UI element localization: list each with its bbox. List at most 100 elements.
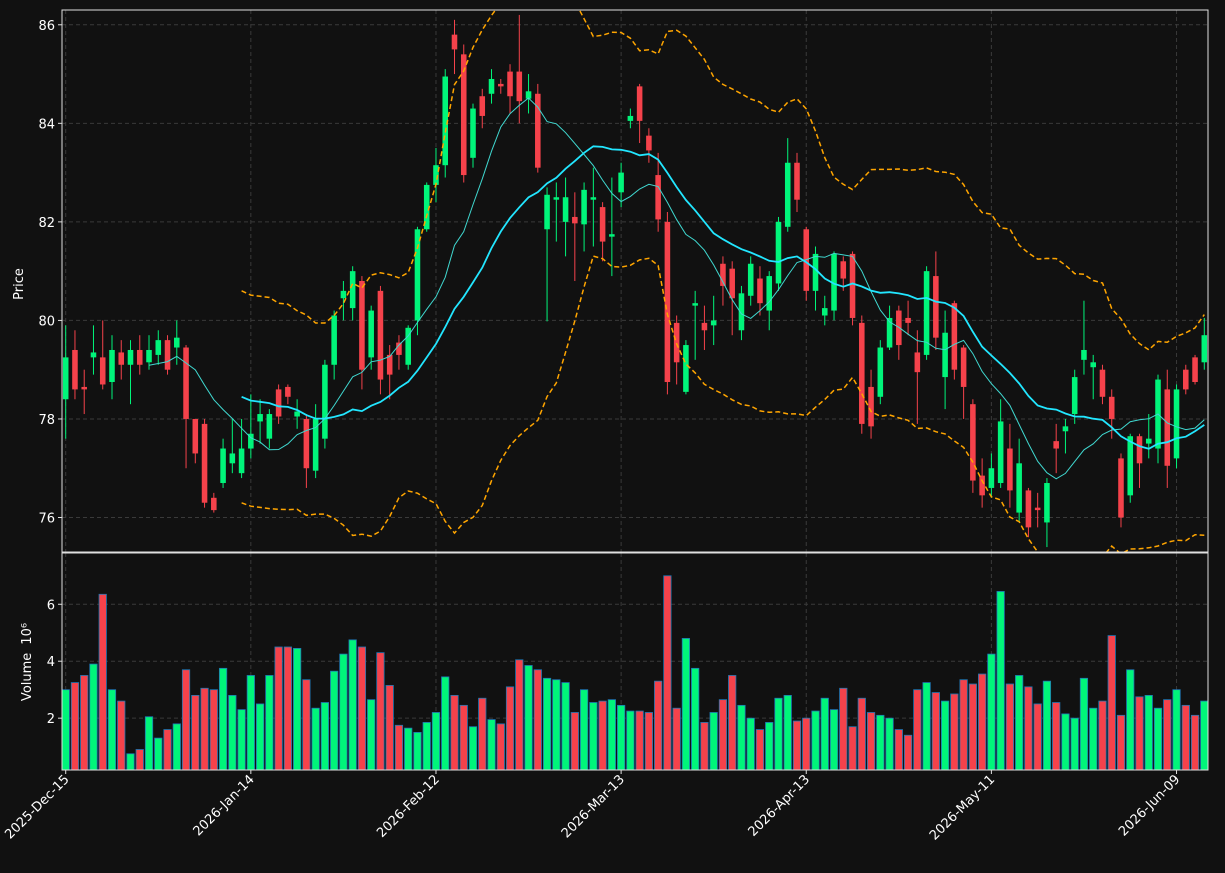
candle-body [572,216,578,224]
volume-bar [228,694,237,770]
y-tick-label: 78 [38,413,55,428]
x-tick-label: 2026-Mar-13 [559,772,628,841]
volume-bar [857,697,866,770]
candle-body [1173,389,1180,459]
volume-bar [89,663,98,770]
candle-body [627,115,634,121]
price-plot [62,10,1208,552]
candle-body [673,322,680,363]
candle-body [868,386,874,427]
volume-bar [339,653,348,770]
candle-body [423,184,430,230]
x-tick-label: 2026-Feb-12 [374,772,443,841]
volume-bar [1098,700,1107,770]
candle-body [118,352,125,365]
candle-body [738,293,745,331]
candle-body [1201,335,1208,363]
volume-bar [404,727,413,770]
candle-body [905,317,911,323]
volume-bar [866,712,876,770]
volume-bar [579,689,589,770]
candle-body [747,263,754,296]
volume-bar [154,737,163,770]
candle-body [664,221,671,383]
candle-body [933,276,939,338]
volume-bar [626,710,635,770]
volume-bar [468,726,478,770]
volume-bar [246,675,255,770]
volume-bar [1061,713,1070,770]
volume-bar [302,679,311,770]
volume-bar [144,716,154,770]
volume-bar [376,652,385,770]
candle-body [294,411,300,417]
candle-body [1025,490,1032,528]
candle-body [1071,377,1078,415]
y-axis-label: Price [12,268,27,300]
volume-bar [1070,717,1079,770]
volume-bar [1190,714,1200,770]
volume-bar [1135,696,1144,770]
candle-body [766,276,773,311]
volume-bar [663,575,672,770]
candle-body [497,83,504,87]
volume-bar [265,675,274,770]
volume-bar [1089,707,1098,770]
volume-bar [107,689,117,770]
volume-bar [792,720,802,770]
volume-bar [274,646,283,770]
volume-bar [561,682,570,770]
candle-body [1016,463,1022,513]
candle-body [312,418,319,471]
candle-body [581,189,587,225]
volume-bar [450,694,459,770]
candle-body [720,263,726,286]
candle-body [1192,357,1198,383]
y-tick-label: 82 [38,216,55,231]
candle-body [859,322,865,424]
candle-body [396,342,402,355]
candle-body [1007,448,1013,491]
volume-bar [903,734,913,770]
candle-body [470,108,476,158]
candle-body [923,271,930,355]
candle-body [599,207,606,242]
candle-body [220,448,226,484]
volume-label-text: Volume [20,653,35,701]
volume-bar [996,591,1005,770]
volume-bar [1042,680,1052,770]
volume-bar [700,722,709,770]
volume-bar [589,702,598,770]
candle-body [877,347,884,397]
volume-bar [1172,689,1181,770]
volume-bar [820,697,829,770]
volume-bar [1024,686,1033,770]
candle-body [1164,389,1171,466]
volume-bar [913,689,922,770]
bollinger-lower [241,255,1205,552]
volume-bar [80,675,89,770]
candle-body [99,357,106,385]
x-tick-label: 2026-May-11 [927,772,998,843]
candle-body [414,229,421,321]
volume-bar [746,717,755,770]
candle-body [516,71,523,102]
volume-bar [598,700,607,770]
candle-body [636,86,643,121]
volume-bar [1200,700,1208,770]
candle-body [442,76,449,166]
price-frame [61,9,1209,553]
volume-bar [496,723,505,770]
volume-frame [61,552,1209,771]
candle-body [831,253,837,311]
candle-body [1044,483,1050,523]
volume-bar [135,749,144,770]
candle-body [535,93,541,168]
candle-body [433,165,439,185]
volume-bar [117,700,126,770]
volume-bar [1126,669,1135,770]
volume-bar [209,689,218,770]
volume-bar [654,680,663,770]
volume-bar [431,712,441,770]
